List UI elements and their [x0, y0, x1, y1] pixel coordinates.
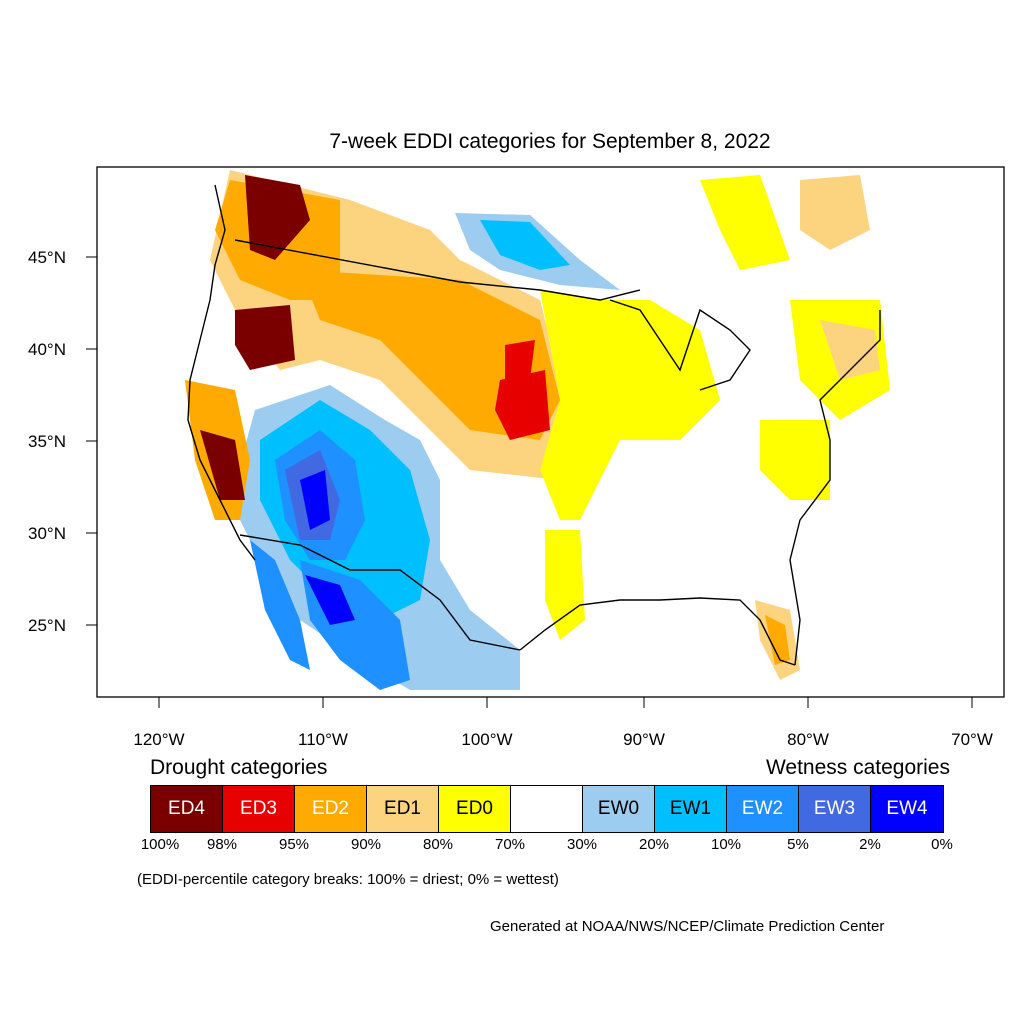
us-mexico-border	[239, 534, 521, 651]
region-ed0-canada-east	[700, 175, 790, 270]
percentile-break-label: 30%	[566, 836, 598, 853]
percentile-break-label: 5%	[787, 836, 809, 853]
region-ed2-florida	[765, 615, 790, 665]
region-ew-baja	[250, 540, 310, 670]
region-ed4-idaho	[235, 305, 295, 370]
legend-swatch-ew4: EW4	[871, 786, 943, 832]
region-ed1-northeast	[800, 175, 870, 250]
legend-swatch-ed1: ED1	[367, 786, 439, 832]
lat-label: 40°N	[28, 340, 66, 359]
lon-label: 70°W	[951, 730, 993, 749]
legend-swatch-ed0: ED0	[439, 786, 511, 832]
lon-label: 110°W	[298, 730, 348, 749]
lon-ticks	[158, 697, 973, 708]
region-ew1-canada	[480, 220, 570, 270]
lat-label: 25°N	[28, 616, 66, 635]
region-ed0-texas	[545, 530, 585, 640]
percentile-break-label: 98%	[206, 836, 238, 853]
lat-label: 45°N	[28, 248, 66, 267]
credit-line: Generated at NOAA/NWS/NCEP/Climate Predi…	[490, 918, 885, 935]
legend-swatch-ew2: EW2	[727, 786, 799, 832]
lat-label: 35°N	[28, 432, 66, 451]
great-lakes	[609, 299, 751, 391]
lon-label: 100°W	[461, 730, 512, 749]
percentile-break-label: 90%	[350, 836, 382, 853]
category-note: (EDDI-percentile category breaks: 100% =…	[137, 871, 559, 888]
percentile-break-label: 70%	[494, 836, 526, 853]
lat-ticks	[86, 256, 97, 626]
percentile-break-label: 2%	[859, 836, 881, 853]
legend-swatch-ed2: ED2	[295, 786, 367, 832]
legend-swatch-ed4: ED4	[151, 786, 223, 832]
percentile-break-label: 20%	[638, 836, 670, 853]
lon-label: 90°W	[623, 730, 665, 749]
us-canada-border	[234, 239, 641, 301]
region-ed3-dakota	[505, 340, 535, 380]
region-ew4-mexico	[305, 575, 355, 625]
region-ed2-plains	[300, 270, 560, 440]
wetness-categories-heading: Wetness categories	[765, 756, 950, 779]
lon-labels: 120°W 110°W 100°W 90°W 80°W 70°W	[133, 730, 992, 749]
legend-swatch-ew1: EW1	[655, 786, 727, 832]
drought-categories-heading: Drought categories	[150, 756, 328, 779]
legend-swatch-ed3: ED3	[223, 786, 295, 832]
map-frame	[96, 166, 1005, 698]
gulf-coastline	[519, 597, 796, 666]
percentile-break-label: 100%	[140, 836, 180, 853]
east-coastline	[789, 310, 881, 666]
percentile-break-label: 10%	[710, 836, 742, 853]
legend-swatch-normal	[511, 786, 583, 832]
category-regions	[185, 170, 890, 690]
region-ed1-ny	[820, 320, 880, 380]
region-ed0-midwest	[540, 290, 720, 520]
region-ed3-nebraska	[495, 370, 550, 440]
lon-label: 120°W	[133, 730, 184, 749]
percentile-break-label: 0%	[931, 836, 953, 853]
region-ew4-az	[300, 470, 330, 530]
lat-label: 30°N	[28, 524, 66, 543]
map-title: 7-week EDDI categories for September 8, …	[329, 130, 771, 153]
category-legend: ED4 ED3 ED2 ED1 ED0 EW0 EW1 EW2 EW3 EW4	[150, 785, 944, 833]
region-ed4-california	[200, 430, 245, 500]
west-coastline	[187, 184, 256, 561]
boundaries	[187, 184, 881, 666]
legend-swatch-ew3: EW3	[799, 786, 871, 832]
region-ed0-southeast	[760, 420, 830, 500]
legend-swatch-ew0: EW0	[583, 786, 655, 832]
lon-label: 80°W	[787, 730, 829, 749]
region-ed4-pnw	[245, 175, 310, 260]
lat-labels: 45°N 40°N 35°N 30°N 25°N	[28, 248, 66, 635]
percentile-break-label: 95%	[278, 836, 310, 853]
percentile-break-label: 80%	[422, 836, 454, 853]
